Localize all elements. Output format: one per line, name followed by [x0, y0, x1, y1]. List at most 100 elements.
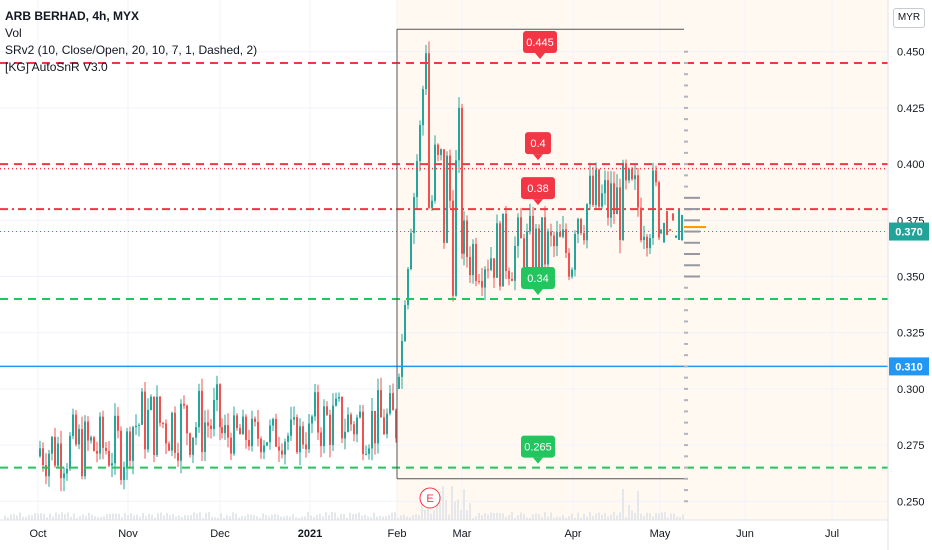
candle-body [236, 415, 238, 429]
candle-body [221, 427, 223, 434]
candle-body [81, 429, 83, 477]
candle-body [562, 229, 564, 237]
volume-bar [346, 517, 348, 520]
candle-body [275, 419, 277, 447]
candle-body [290, 419, 292, 436]
candle-body [180, 403, 182, 461]
candle-body [401, 340, 403, 377]
y-tick-7: 0.275 [897, 440, 925, 452]
volume-bar [553, 517, 555, 520]
candle-body [640, 207, 642, 241]
legend-symbol[interactable]: ARB BERHAD, 4h, MYX [5, 9, 140, 23]
candle-body [577, 218, 579, 234]
candle-body [174, 412, 176, 453]
candle-body [383, 417, 385, 435]
volume-bar [106, 514, 108, 520]
candle-body [362, 411, 364, 455]
earnings-marker: E [419, 487, 441, 509]
volume-bar [508, 514, 510, 520]
volume-bar [433, 510, 435, 520]
volume-bar [388, 514, 390, 520]
volume-bar [676, 516, 678, 520]
volume-bar [625, 516, 627, 520]
callout-box [521, 435, 555, 458]
candle-body [69, 435, 71, 469]
volume-bar [232, 512, 234, 520]
candle-body [254, 418, 256, 422]
candle-body [344, 431, 346, 439]
candle-body [681, 214, 683, 241]
candle-body [177, 452, 179, 461]
candle-body [266, 442, 268, 446]
volume-bar [334, 512, 336, 520]
candle-body [452, 200, 454, 296]
callout-box [521, 177, 555, 200]
volume-bar [97, 517, 99, 520]
sr-tick [684, 50, 688, 53]
volume-bar [76, 517, 78, 520]
volume-bar [616, 515, 618, 520]
sr-tick [684, 219, 700, 222]
volume-bar [43, 513, 45, 520]
volume-bar [304, 516, 306, 520]
sr-tick [684, 342, 688, 345]
candle-body [678, 209, 680, 240]
candle-body [586, 204, 588, 241]
candle-body [487, 269, 489, 271]
currency-button[interactable]: MYR [893, 8, 925, 28]
candle-body [117, 415, 119, 431]
candle-body [186, 405, 188, 434]
candle-body [675, 235, 677, 238]
volume-bar [130, 513, 132, 520]
volume-bar [85, 515, 87, 520]
volume-bar [7, 517, 9, 520]
candle-body [311, 416, 313, 424]
legend-autosnr[interactable]: [KG] AutoSnR V3.0 [5, 60, 108, 74]
callout-pointer [533, 199, 543, 206]
candle-body [156, 396, 158, 456]
candle-body [63, 473, 65, 479]
candle-body [598, 169, 600, 207]
volume-bar [58, 514, 60, 520]
sr-tick [684, 297, 688, 300]
volume-bar [493, 512, 495, 520]
volume-bar [256, 516, 258, 520]
volume-bar [220, 513, 222, 520]
volume-bar [418, 514, 420, 520]
volume-bar [139, 516, 141, 520]
volume-bar [295, 517, 297, 520]
volume-bar [601, 514, 603, 520]
candle-body [147, 409, 149, 450]
volume-bar [385, 516, 387, 520]
volume-bar [511, 512, 513, 520]
legend-srv2[interactable]: SRv2 (10, Close/Open, 20, 10, 7, 1, Dash… [5, 43, 258, 57]
y-tick-6: 0.300 [897, 384, 925, 396]
candle-body [565, 229, 567, 253]
volume-bar [670, 513, 672, 520]
sr-tick [684, 331, 688, 334]
candle-body [224, 425, 226, 434]
candle-body [192, 437, 194, 455]
callout-pointer [535, 52, 545, 59]
volume-bar [49, 513, 51, 520]
volume-bar [61, 512, 63, 520]
candle-body [353, 424, 355, 435]
candle-body [165, 423, 167, 444]
volume-bar [475, 516, 477, 520]
sr-tick [684, 477, 688, 480]
legend-volume[interactable]: Vol [5, 26, 22, 40]
price-tag-1 [889, 357, 929, 376]
volume-bar [637, 490, 639, 520]
candle-body [556, 232, 558, 247]
volume-bar [214, 517, 216, 520]
candle-body [595, 169, 597, 206]
volume-bar [280, 516, 282, 520]
volume-bar [373, 512, 375, 520]
candle-body [458, 107, 460, 161]
x-tick-1: Nov [118, 528, 138, 540]
sr-tick [684, 421, 688, 424]
candle-body [102, 416, 104, 448]
x-tick-3: 2021 [298, 528, 322, 540]
candle-body [589, 175, 591, 205]
